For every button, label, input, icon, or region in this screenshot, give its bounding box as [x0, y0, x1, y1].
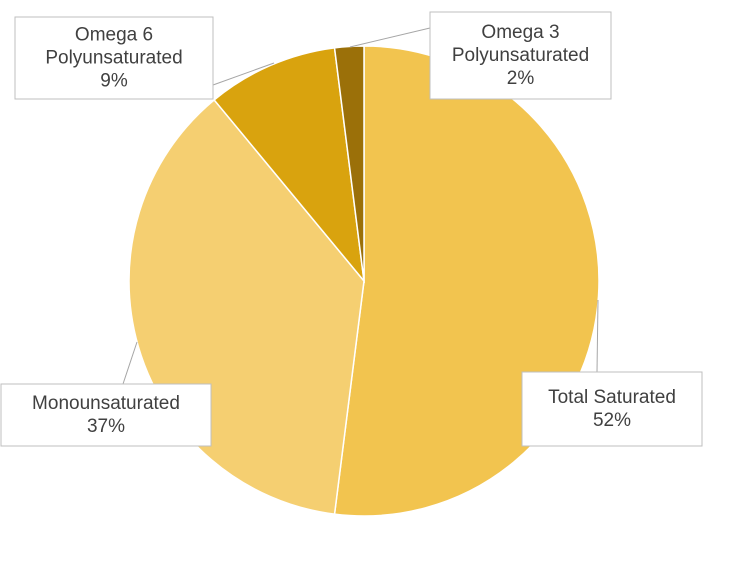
data-label-category: Polyunsaturated — [452, 45, 589, 66]
pie-slices — [128, 45, 600, 517]
data-label-box — [14, 16, 214, 100]
data-label-category: Omega 3 — [481, 22, 559, 43]
data-label-percent: 52% — [593, 410, 631, 431]
data-label-box — [521, 371, 703, 447]
pie-slice-omega-6-polyunsaturated — [213, 47, 366, 284]
data-label-text: Omega 3 Polyunsaturated 2% — [452, 22, 589, 89]
data-label-omega-3-polyunsaturated: Omega 3 Polyunsaturated 2% — [429, 11, 612, 100]
data-label-category: Monounsaturated — [32, 393, 180, 414]
leader-line-omega-6-polyunsaturated — [212, 62, 275, 86]
data-label-category: Total Saturated — [548, 387, 676, 408]
data-label-percent: 2% — [507, 68, 535, 89]
data-label-text: Total Saturated 52% — [548, 387, 676, 431]
pie-slice-omega-3-polyunsaturated — [333, 45, 365, 282]
data-label-omega-6-polyunsaturated: Omega 6 Polyunsaturated 9% — [14, 16, 214, 100]
data-labels: Total Saturated 52% Monounsaturated 37% Omeg… — [0, 11, 703, 447]
data-label-category: Polyunsaturated — [45, 48, 182, 69]
data-label-category: Omega 6 — [75, 25, 153, 46]
data-label-box — [429, 11, 612, 100]
data-label-percent: 37% — [87, 416, 125, 437]
leader-line-monounsaturated — [122, 341, 138, 385]
leader-lines — [122, 27, 599, 385]
leader-line-omega-3-polyunsaturated — [349, 27, 431, 48]
data-label-total-saturated: Total Saturated 52% — [521, 371, 703, 447]
data-label-text: Omega 6 Polyunsaturated 9% — [45, 25, 182, 92]
leader-line-total-saturated — [596, 299, 599, 373]
data-label-percent: 9% — [100, 71, 128, 92]
data-label-box — [0, 383, 212, 447]
data-label-monounsaturated: Monounsaturated 37% — [0, 383, 212, 447]
data-label-text: Monounsaturated 37% — [32, 393, 180, 437]
